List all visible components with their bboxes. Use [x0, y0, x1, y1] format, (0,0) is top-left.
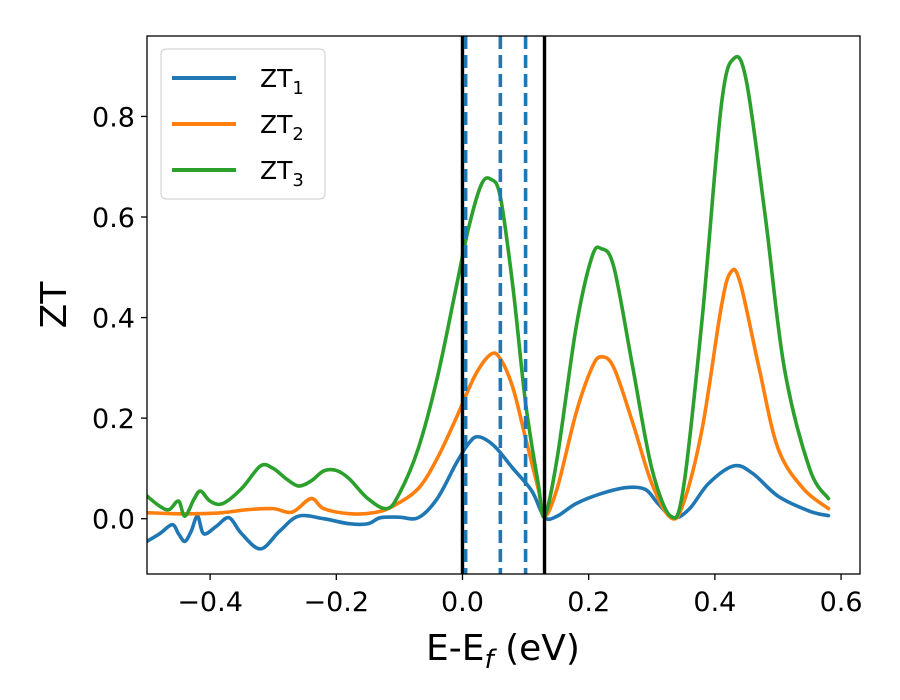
y-tick-label: 0.0 [92, 505, 135, 536]
legend-box [160, 48, 326, 200]
vline-layer [460, 36, 547, 574]
y-tick-label: 0.8 [92, 102, 135, 133]
series-line-zt2 [147, 267, 831, 521]
x-axis-title-base: E-E [426, 628, 484, 669]
series-line-zt3 [147, 54, 831, 520]
legend-label-zt2: ZT2 [260, 110, 304, 145]
y-ticks: 0.0 0.2 0.4 0.6 0.8 [92, 102, 147, 536]
y-axis-title: ZT [34, 281, 75, 329]
x-tick-label: 0.2 [567, 587, 610, 618]
x-tick-label: −0.2 [304, 587, 370, 618]
y-tick-label: 0.2 [92, 404, 135, 435]
x-axis-title: E-Ef (eV) [426, 628, 580, 675]
x-tick-label: 0.0 [441, 587, 484, 618]
legend-label-zt1: ZT1 [260, 64, 304, 99]
plot-frame [146, 35, 861, 575]
legend-label-zt3: ZT3 [260, 156, 304, 191]
y-tick-label: 0.6 [92, 203, 135, 234]
legend: ZT1 ZT2 ZT3 [160, 48, 326, 200]
x-ticks: −0.4 −0.2 0.0 0.2 0.4 0.6 [177, 574, 863, 618]
series-line-zt1 [147, 434, 831, 551]
x-axis-title-tail: (eV) [494, 628, 580, 669]
y-tick-label: 0.4 [92, 304, 135, 335]
x-tick-label: 0.4 [693, 587, 736, 618]
series-layer [147, 54, 831, 551]
x-tick-label: −0.4 [177, 587, 243, 618]
x-tick-label: 0.6 [820, 587, 863, 618]
